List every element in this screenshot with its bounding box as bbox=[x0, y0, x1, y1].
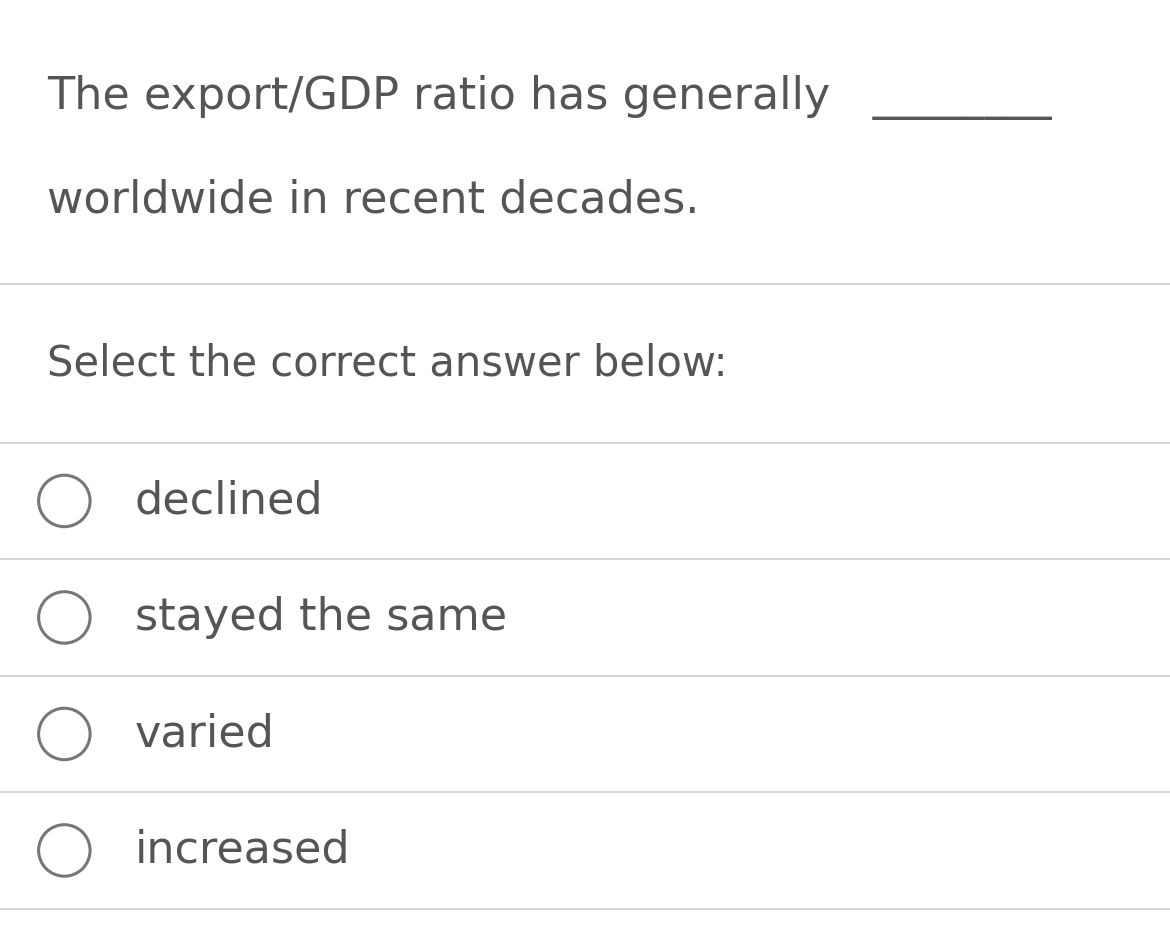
Text: The export/GDP ratio has generally   ________: The export/GDP ratio has generally _____… bbox=[47, 75, 1052, 120]
Text: stayed the same: stayed the same bbox=[135, 596, 507, 639]
Text: declined: declined bbox=[135, 479, 323, 523]
Text: Select the correct answer below:: Select the correct answer below: bbox=[47, 342, 728, 385]
Text: varied: varied bbox=[135, 712, 275, 756]
Text: increased: increased bbox=[135, 829, 350, 872]
Text: worldwide in recent decades.: worldwide in recent decades. bbox=[47, 179, 700, 222]
